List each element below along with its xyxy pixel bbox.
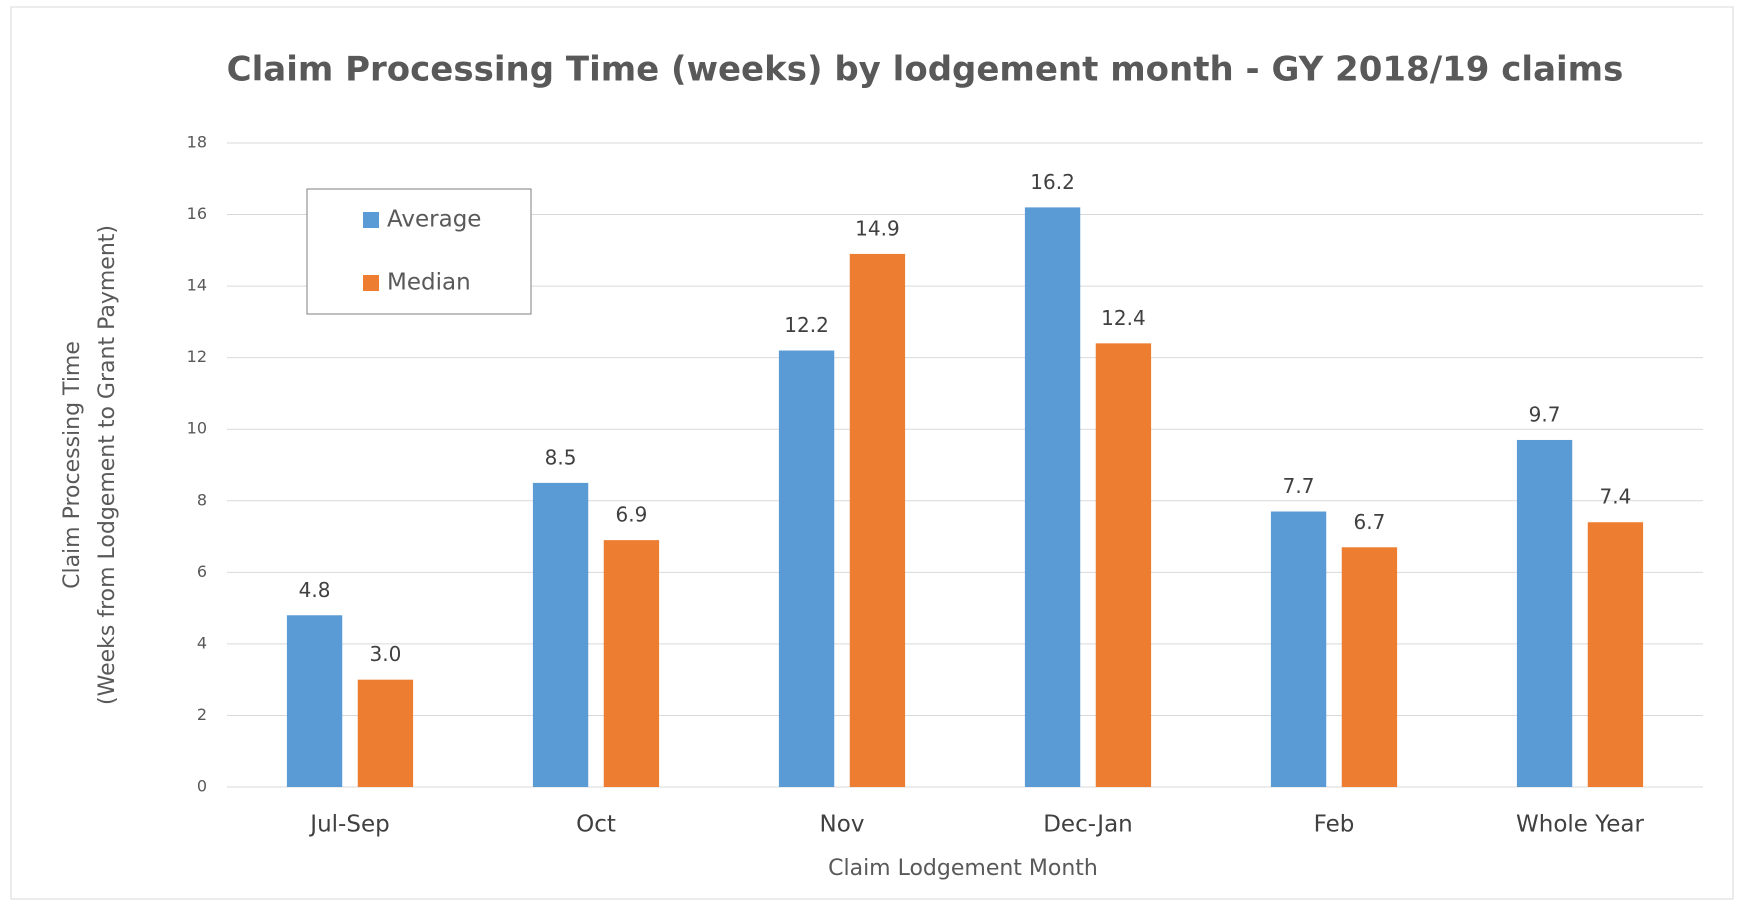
bar [1341,547,1398,787]
bar [532,482,589,787]
y-axis-title: (Weeks from Lodgement to Grant Payment) [95,225,120,705]
value-label: 7.4 [1600,485,1632,509]
y-tick-label: 18 [187,133,207,152]
legend-box [306,188,532,315]
y-tick-label: 8 [197,490,207,509]
y-tick-label: 2 [197,705,207,724]
value-label: 3.0 [370,642,402,666]
legend-swatch [363,275,379,291]
bar [286,615,343,787]
bar [849,253,906,787]
value-label: 16.2 [1030,170,1075,194]
bar [1024,207,1081,787]
x-axis-title: Claim Lodgement Month [828,856,1098,881]
bar [603,540,660,787]
bar [1516,439,1573,787]
y-tick-label: 12 [187,347,207,366]
value-label: 8.5 [545,445,577,469]
bar [1587,522,1644,787]
bar [357,679,414,787]
y-axis-title: Claim Processing Time [60,341,85,589]
x-tick-label: Jul-Sep [308,812,389,838]
x-tick-label: Oct [576,812,616,838]
value-label: 4.8 [299,578,331,602]
value-label: 14.9 [855,216,900,240]
y-tick-label: 6 [197,562,207,581]
bar [1095,343,1152,787]
y-tick-label: 10 [187,419,207,438]
value-label: 6.9 [616,503,648,527]
value-label: 12.2 [784,313,829,337]
value-label: 6.7 [1354,510,1386,534]
x-tick-label: Nov [820,812,865,838]
y-tick-label: 0 [197,777,207,796]
y-tick-label: 14 [187,276,207,295]
y-tick-label: 4 [197,633,207,652]
chart-title: Claim Processing Time (weeks) by lodgeme… [227,50,1624,90]
bar [778,350,835,787]
value-label: 9.7 [1529,402,1561,426]
x-tick-label: Feb [1314,812,1355,838]
value-label: 12.4 [1101,306,1146,330]
bar [1270,511,1327,787]
y-tick-label: 16 [187,204,207,223]
value-label: 7.7 [1283,474,1315,498]
x-tick-label: Whole Year [1516,812,1644,838]
x-tick-label: Dec-Jan [1043,812,1133,838]
legend-label: Average [387,207,481,233]
legend-swatch [363,212,379,228]
legend-label: Median [387,270,471,296]
